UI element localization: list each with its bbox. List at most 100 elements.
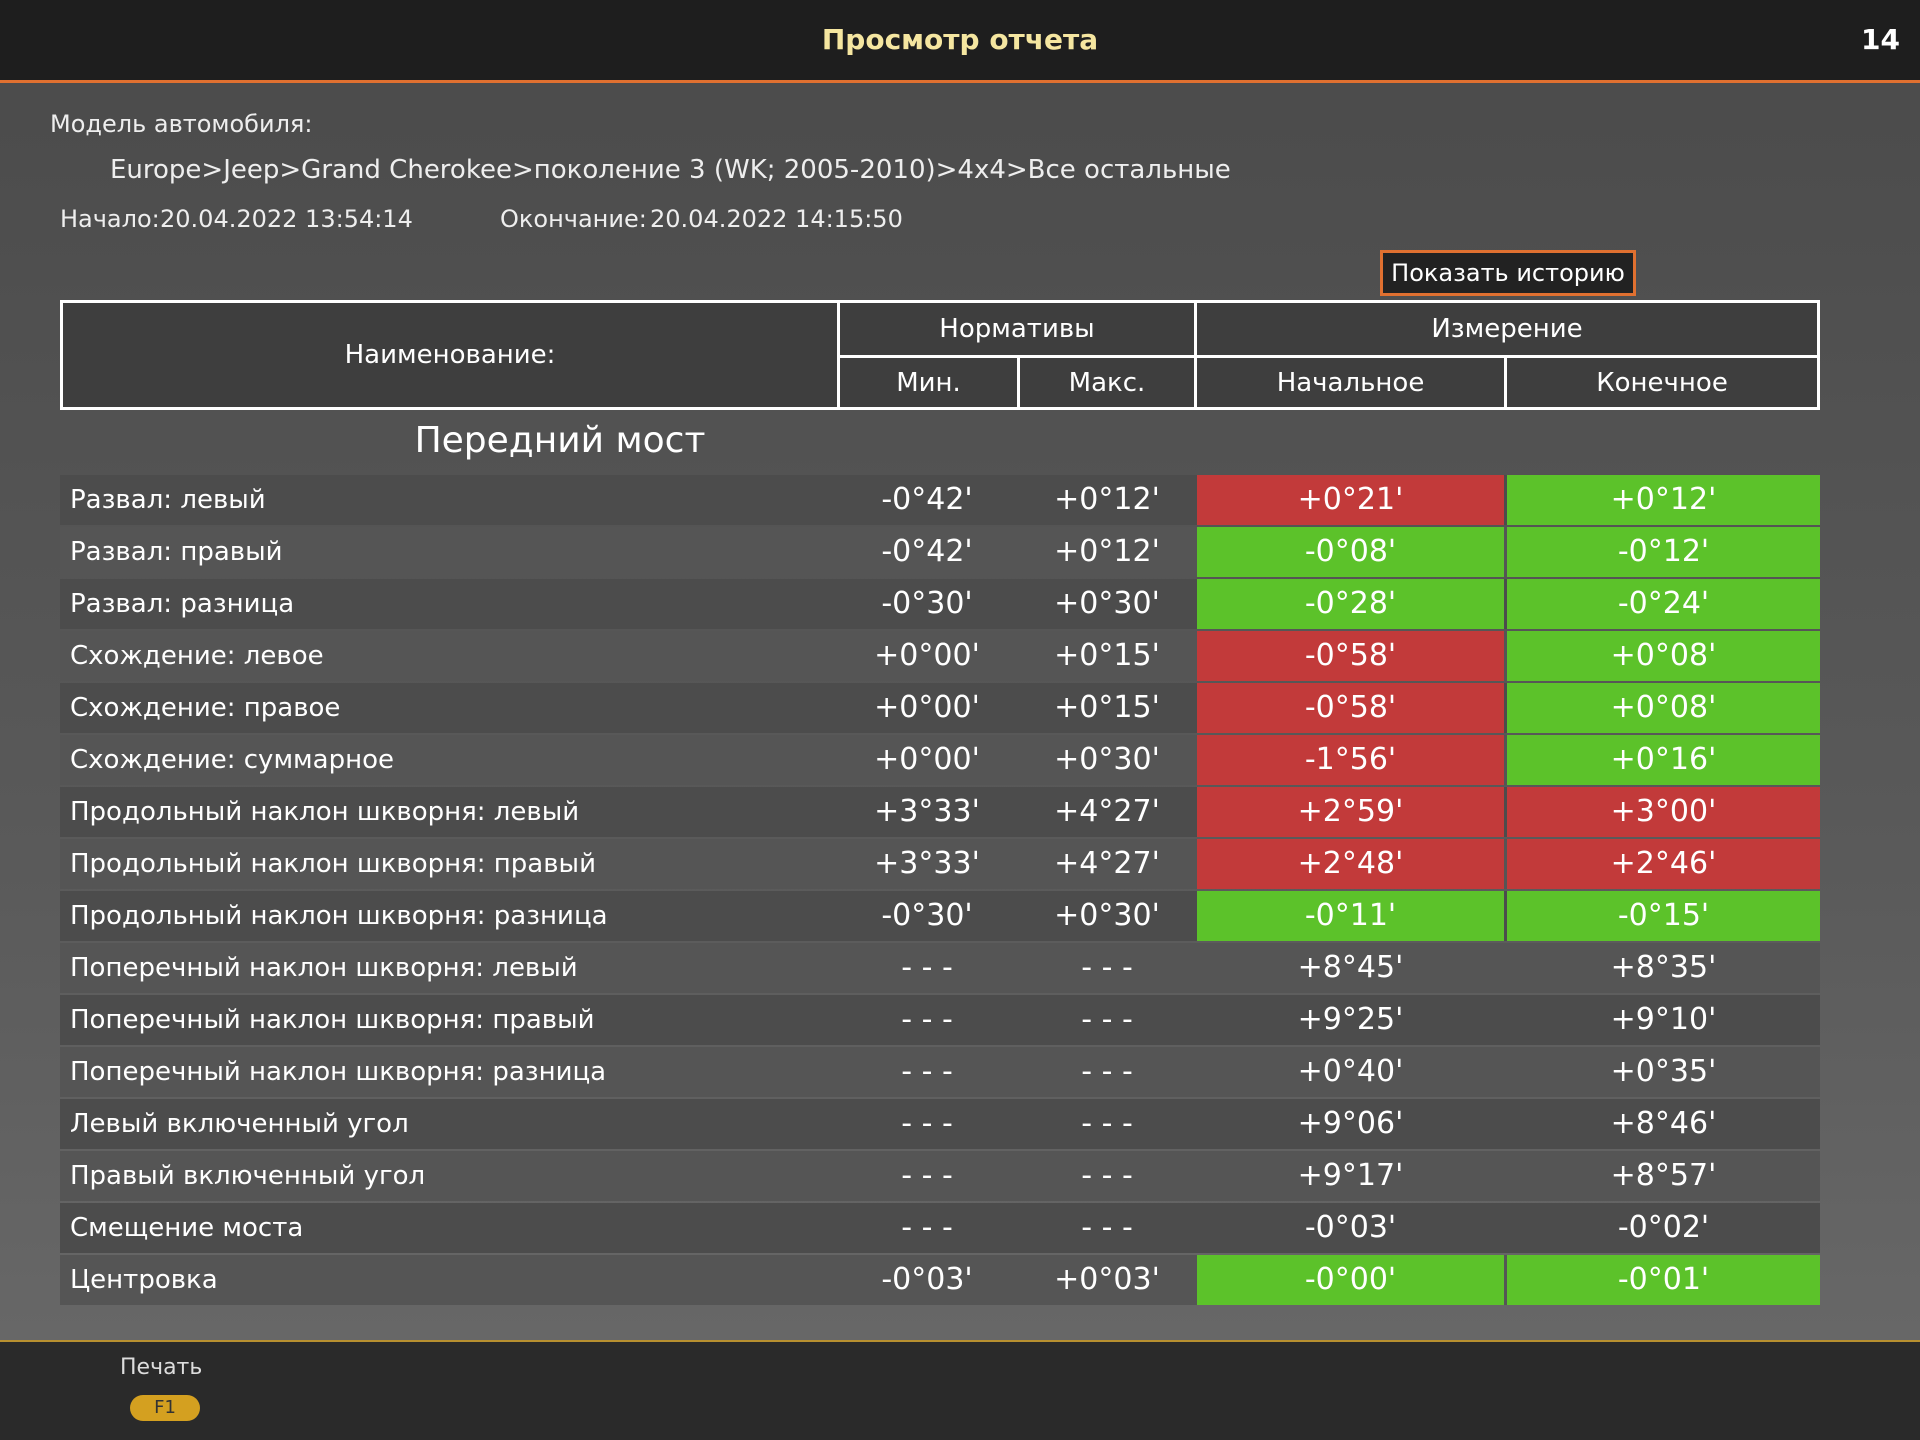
table-row: Левый включенный угол - - - - - - +9°06' +8°… [60,1099,1820,1149]
footer [0,1340,1920,1440]
min-cell: +0°00' [874,742,980,777]
row-name: Продольный наклон шкворня: левый [70,797,580,827]
col-measurement: Измерение [1194,300,1820,358]
initial-cell: -0°00' [1197,1255,1504,1305]
final-cell: -0°01' [1507,1255,1820,1305]
min-cell: -0°03' [881,1262,973,1297]
start-label: Начало: [60,205,160,233]
final-cell: +2°46' [1507,839,1820,889]
title-bar [0,0,1920,83]
print-label[interactable]: Печать [120,1355,203,1380]
row-name: Правый включенный угол [70,1161,426,1191]
table-row: Поперечный наклон шкворня: разница - - - -… [60,1047,1820,1097]
table-row: Развал: правый -0°42' +0°12' -0°08' -0°12' [60,527,1820,577]
initial-cell: +2°48' [1197,839,1504,889]
max-cell: +0°15' [1054,638,1160,673]
final-cell: +0°08' [1507,683,1820,733]
initial-cell: +0°40' [1297,1054,1404,1089]
table-row: Развал: разница -0°30' +0°30' -0°28' -0°24' [60,579,1820,629]
final-cell: +8°57' [1610,1158,1717,1193]
table-row: Центровка -0°03' +0°03' -0°00' -0°01' [60,1255,1820,1305]
initial-cell: -0°08' [1197,527,1504,577]
max-cell: +4°27' [1054,794,1160,829]
table-row: Развал: левый -0°42' +0°12' +0°21' +0°12' [60,475,1820,525]
row-name: Центровка [70,1265,218,1295]
col-max: Макс. [1017,355,1197,410]
row-name: Развал: разница [70,589,295,619]
table-row: Схождение: левое +0°00' +0°15' -0°58' +0°08' [60,631,1820,681]
initial-cell: +2°59' [1197,787,1504,837]
initial-cell: -0°58' [1197,683,1504,733]
final-cell: +8°46' [1610,1106,1717,1141]
row-name: Продольный наклон шкворня: правый [70,849,596,879]
initial-cell: -0°28' [1197,579,1504,629]
min-cell: +3°33' [874,794,980,829]
min-cell: +3°33' [874,846,980,881]
final-cell: -0°24' [1507,579,1820,629]
row-name: Схождение: суммарное [70,745,395,775]
max-cell: +0°12' [1054,534,1160,569]
min-cell: +0°00' [874,638,980,673]
min-cell: - - - [901,950,953,985]
max-cell: +0°30' [1054,742,1160,777]
final-cell: +0°16' [1507,735,1820,785]
table-row: Продольный наклон шкворня: левый +3°33' +4… [60,787,1820,837]
model-path: Europe>Jeep>Grand Cherokee>поколение 3 (… [110,155,1231,185]
initial-cell: -1°56' [1197,735,1504,785]
final-cell: -0°15' [1507,891,1820,941]
history-button[interactable]: Показать историю [1380,250,1636,296]
max-cell: +0°30' [1054,898,1160,933]
row-name: Продольный наклон шкворня: разница [70,901,608,931]
max-cell: +0°15' [1054,690,1160,725]
end-label: Окончание: [500,205,647,233]
max-cell: - - - [1081,1106,1133,1141]
row-name: Левый включенный угол [70,1109,409,1139]
min-cell: - - - [901,1054,953,1089]
final-cell: +3°00' [1507,787,1820,837]
table-row: Продольный наклон шкворня: разница -0°30'… [60,891,1820,941]
final-cell: +9°10' [1610,1002,1717,1037]
table-row: Поперечный наклон шкворня: левый - - - - -… [60,943,1820,993]
initial-cell: +9°06' [1297,1106,1404,1141]
initial-cell: -0°11' [1197,891,1504,941]
col-norms: Нормативы [837,300,1197,358]
table-row: Поперечный наклон шкворня: правый - - - - … [60,995,1820,1045]
row-name: Схождение: левое [70,641,324,671]
table-row: Схождение: правое +0°00' +0°15' -0°58' +0°08… [60,683,1820,733]
max-cell: +0°30' [1054,586,1160,621]
section-title: Передний мост [414,420,706,461]
min-cell: - - - [901,1158,953,1193]
max-cell: +0°03' [1054,1262,1160,1297]
print-key[interactable]: F1 [130,1395,200,1421]
max-cell: - - - [1081,950,1133,985]
window-title: Просмотр отчета [821,23,1099,56]
initial-cell: -0°03' [1304,1210,1397,1245]
row-name: Поперечный наклон шкворня: правый [70,1005,595,1035]
max-cell: +0°12' [1054,482,1160,517]
initial-cell: +9°17' [1297,1158,1404,1193]
end-value: 20.04.2022 14:15:50 [650,205,903,233]
max-cell: - - - [1081,1210,1133,1245]
col-initial: Начальное [1194,355,1507,410]
min-cell: - - - [901,1106,953,1141]
final-cell: -0°12' [1507,527,1820,577]
initial-cell: +9°25' [1297,1002,1404,1037]
row-name: Развал: левый [70,485,266,515]
max-cell: - - - [1081,1158,1133,1193]
final-cell: -0°02' [1617,1210,1710,1245]
max-cell: +4°27' [1054,846,1160,881]
model-label: Модель автомобиля: [50,110,313,138]
final-cell: +0°08' [1507,631,1820,681]
table-row: Смещение моста - - - - - - -0°03' -0°02' [60,1203,1820,1253]
col-min: Мин. [837,355,1020,410]
row-name: Развал: правый [70,537,283,567]
final-cell: +8°35' [1610,950,1717,985]
table-row: Правый включенный угол - - - - - - +9°17' +8… [60,1151,1820,1201]
max-cell: - - - [1081,1002,1133,1037]
max-cell: - - - [1081,1054,1133,1089]
min-cell: - - - [901,1002,953,1037]
clock: 14 [1861,23,1900,56]
table-row: Продольный наклон шкворня: правый +3°33' +… [60,839,1820,889]
min-cell: -0°30' [881,586,973,621]
